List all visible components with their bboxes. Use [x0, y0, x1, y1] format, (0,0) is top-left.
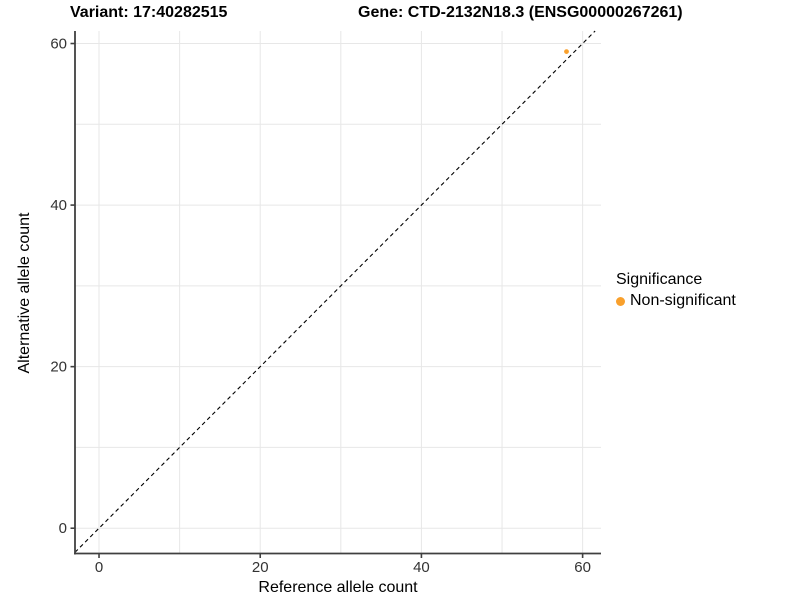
x-tick-label: 20	[252, 559, 269, 576]
legend-item-label: Non-significant	[630, 292, 736, 309]
plot-title-gene: Gene: CTD-2132N18.3 (ENSG00000267261)	[358, 4, 683, 21]
x-tick-label: 0	[95, 559, 103, 576]
y-tick-label: 40	[50, 197, 67, 214]
x-axis-title: Reference allele count	[258, 579, 418, 596]
plot-title-variant: Variant: 17:40282515	[70, 4, 228, 21]
x-tick-label: 40	[413, 559, 430, 576]
legend-title: Significance	[616, 271, 703, 288]
legend-item: Non-significant	[616, 292, 736, 310]
identity-dashed-line	[74, 30, 596, 553]
legend-key-dot	[616, 296, 625, 306]
legend-items: Non-significant	[616, 292, 736, 310]
data-point	[564, 49, 569, 54]
y-axis-title: Alternative allele count	[16, 212, 33, 374]
x-tick-label: 60	[574, 559, 591, 576]
y-tick-label: 60	[50, 36, 67, 53]
y-tick-label: 20	[50, 359, 67, 376]
legend: Significance Non-significant	[616, 271, 736, 310]
y-tick-label: 0	[59, 520, 67, 537]
